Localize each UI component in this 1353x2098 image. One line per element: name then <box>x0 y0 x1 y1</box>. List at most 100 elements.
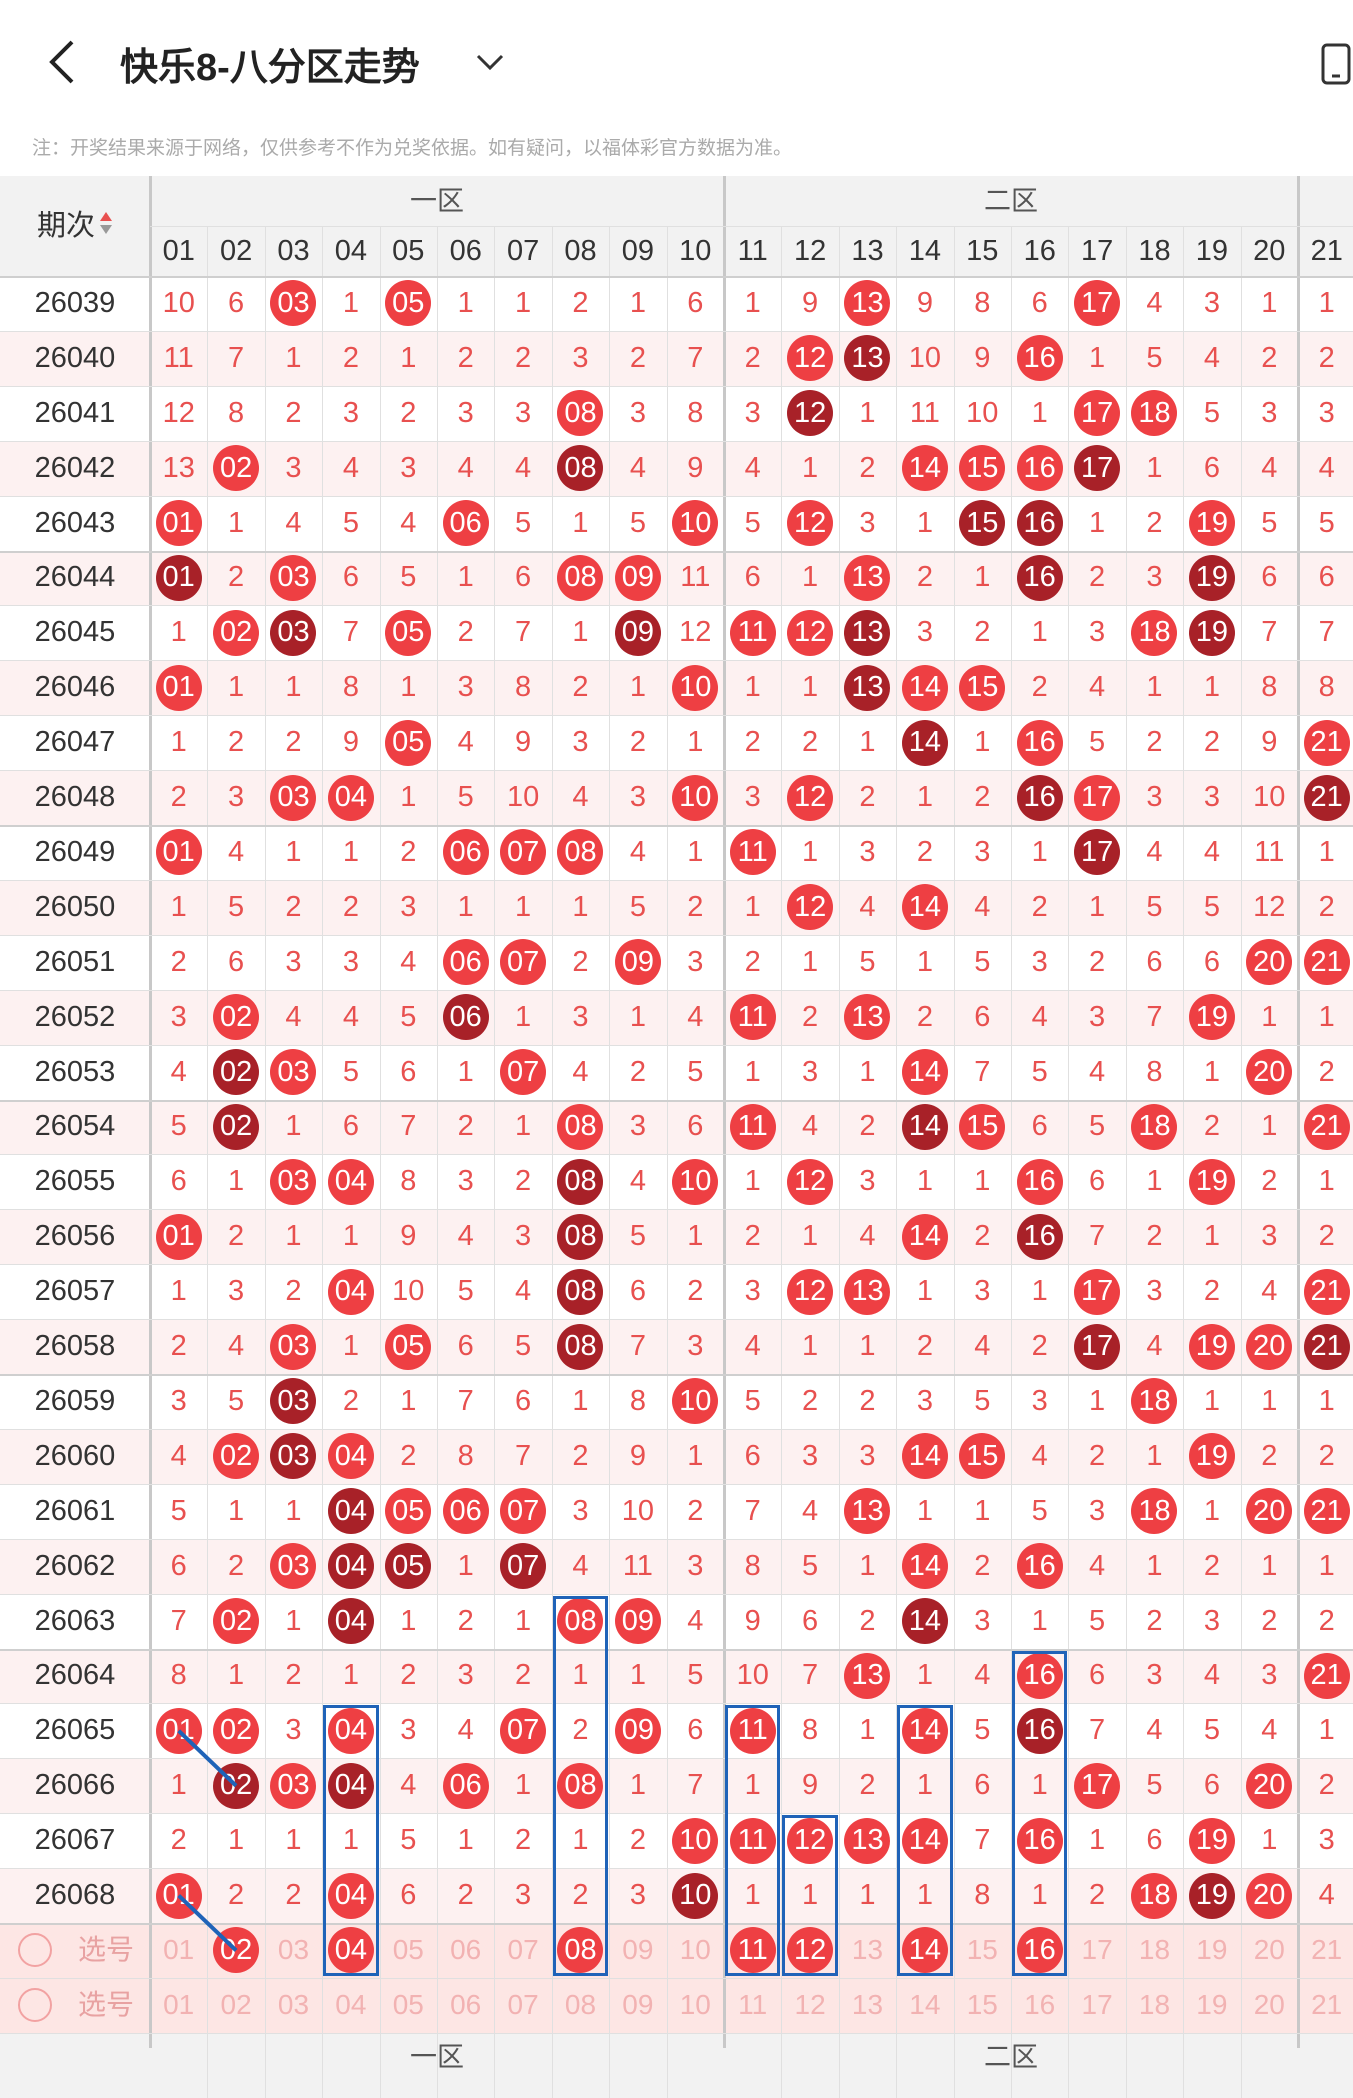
period-header[interactable]: 期次 <box>0 176 150 276</box>
period-number: 26068 <box>34 1879 116 1912</box>
select-cell[interactable]: 02 <box>207 1923 264 1978</box>
select-number[interactable]: 02 <box>220 1989 252 2021</box>
select-number[interactable]: 01 <box>163 1989 195 2021</box>
select-number[interactable]: 16 <box>1024 1989 1056 2021</box>
miss-count: 3 <box>629 396 646 429</box>
select-cell[interactable]: 16 <box>1011 1923 1068 1978</box>
miss-count: 6 <box>400 1879 417 1912</box>
miss-count: 2 <box>1031 671 1048 704</box>
select-number[interactable]: 10 <box>679 1934 711 1966</box>
select-cell[interactable]: 11 <box>724 1923 781 1978</box>
select-number[interactable]: 07 <box>507 1989 539 2021</box>
select-number[interactable]: 10 <box>679 1989 711 2021</box>
select-cell[interactable]: 04 <box>322 1923 379 1978</box>
select-number[interactable]: 15 <box>966 1989 998 2021</box>
miss-count: 4 <box>859 1220 876 1253</box>
select-radio[interactable] <box>18 1933 52 1967</box>
cell: 08 <box>552 825 609 880</box>
select-cell[interactable]: 12 <box>781 1923 838 1978</box>
miss-count: 2 <box>572 286 589 319</box>
miss-count: 5 <box>228 890 245 923</box>
miss-count: 5 <box>1031 1055 1048 1088</box>
select-cell[interactable]: 14 <box>896 1923 953 1978</box>
select-number[interactable]: 01 <box>163 1934 195 1966</box>
select-number[interactable]: 07 <box>507 1934 539 1966</box>
selected-number-ball[interactable]: 12 <box>787 1927 834 1974</box>
select-number[interactable]: 12 <box>794 1989 826 2021</box>
select-number[interactable]: 04 <box>335 1989 367 2021</box>
select-number[interactable]: 03 <box>277 1934 310 1966</box>
cell: 20 <box>1241 1319 1298 1374</box>
select-number[interactable]: 05 <box>392 1989 424 2021</box>
phone-icon[interactable] <box>1320 42 1353 88</box>
cell: 13 <box>839 1264 896 1319</box>
drawn-number-ball: 08 <box>557 1762 604 1809</box>
miss-count: 11 <box>163 341 194 374</box>
miss-count: 1 <box>285 341 302 374</box>
miss-count: 11 <box>680 561 711 594</box>
miss-count: 3 <box>629 1879 646 1912</box>
select-number[interactable]: 09 <box>622 1989 654 2021</box>
miss-count: 2 <box>1203 1275 1220 1308</box>
selected-number-ball[interactable]: 11 <box>729 1927 776 1974</box>
miss-count: 3 <box>1089 1000 1106 1033</box>
period-number: 26067 <box>34 1824 116 1857</box>
select-number[interactable]: 13 <box>851 1934 884 1966</box>
grid-line <box>1240 226 1242 2098</box>
selected-number-ball[interactable]: 14 <box>901 1927 948 1974</box>
miss-count: 2 <box>1089 561 1106 594</box>
drawn-number-ball: 17 <box>1074 280 1121 327</box>
cell: 21 <box>1298 1319 1353 1374</box>
selected-number-ball[interactable]: 04 <box>327 1927 374 1974</box>
select-number[interactable]: 20 <box>1253 1989 1285 2021</box>
drawn-number-ball: 19 <box>1188 554 1235 601</box>
select-number[interactable]: 17 <box>1081 1934 1113 1966</box>
cell: 08 <box>552 1154 609 1209</box>
select-radio[interactable] <box>18 1987 52 2022</box>
miss-count: 3 <box>1146 1275 1163 1308</box>
drawn-number-ball: 18 <box>1131 609 1178 656</box>
select-number[interactable]: 18 <box>1138 1934 1171 1966</box>
select-number[interactable]: 11 <box>738 1989 768 2021</box>
select-cell[interactable]: 08 <box>552 1923 609 1978</box>
miss-count: 1 <box>342 286 359 319</box>
select-number[interactable]: 18 <box>1138 1989 1171 2021</box>
select-number[interactable]: 08 <box>564 1989 597 2021</box>
cell: 20 <box>1241 1045 1298 1100</box>
miss-count: 1 <box>859 1330 876 1363</box>
cell: 09 <box>609 935 666 990</box>
back-arrow-icon[interactable] <box>44 38 84 86</box>
selected-number-ball[interactable]: 08 <box>557 1927 604 1974</box>
select-number[interactable]: 06 <box>450 1934 482 1966</box>
select-number[interactable]: 13 <box>851 1989 884 2021</box>
miss-count: 10 <box>966 396 999 429</box>
miss-count: 3 <box>572 341 589 374</box>
select-number[interactable]: 03 <box>277 1989 310 2021</box>
cell: 10 <box>667 770 724 825</box>
drawn-number-ball: 06 <box>442 939 489 986</box>
select-number[interactable]: 21 <box>1311 1934 1343 1966</box>
miss-count: 9 <box>515 726 532 759</box>
select-number[interactable]: 06 <box>450 1989 482 2021</box>
select-number[interactable]: 19 <box>1196 1934 1228 1966</box>
miss-count: 5 <box>1146 890 1163 923</box>
cell: 09 <box>609 551 666 606</box>
selected-number-ball[interactable]: 02 <box>213 1927 260 1974</box>
period-number: 26043 <box>34 506 116 539</box>
select-number[interactable]: 21 <box>1311 1989 1343 2021</box>
select-number[interactable]: 19 <box>1196 1989 1228 2021</box>
select-number[interactable]: 15 <box>966 1934 998 1966</box>
chevron-down-icon[interactable] <box>470 42 510 82</box>
miss-count: 2 <box>916 1330 933 1363</box>
period-number: 26046 <box>34 671 116 704</box>
miss-count: 1 <box>629 671 646 704</box>
miss-count: 2 <box>1318 1055 1335 1088</box>
cell: 08 <box>552 1758 609 1813</box>
select-number[interactable]: 09 <box>622 1934 654 1966</box>
select-number[interactable]: 05 <box>392 1934 424 1966</box>
select-number[interactable]: 17 <box>1081 1989 1113 2021</box>
selected-number-ball[interactable]: 16 <box>1016 1927 1063 1974</box>
miss-count: 6 <box>400 1055 417 1088</box>
select-number[interactable]: 20 <box>1253 1934 1285 1966</box>
select-number[interactable]: 14 <box>909 1989 941 2021</box>
